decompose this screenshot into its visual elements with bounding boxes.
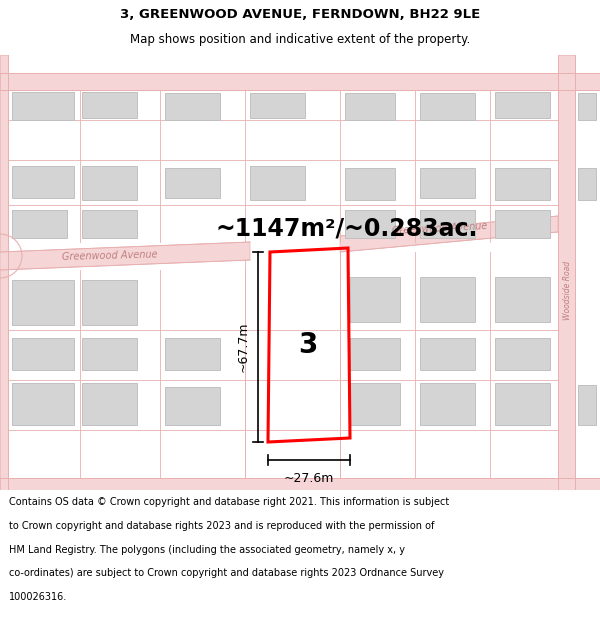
Bar [350, 338, 400, 370]
Bar [578, 168, 596, 200]
Bar [12, 338, 74, 370]
Bar [165, 168, 220, 198]
Text: Greenwood Avenue: Greenwood Avenue [62, 250, 158, 262]
Text: Woodside Road: Woodside Road [563, 261, 572, 319]
Bar [82, 338, 137, 370]
Bar [12, 166, 74, 198]
Text: Map shows position and indicative extent of the property.: Map shows position and indicative extent… [130, 32, 470, 46]
Bar [12, 383, 74, 425]
Bar [495, 338, 550, 370]
Bar [420, 210, 475, 238]
Bar [420, 93, 475, 120]
Bar [165, 387, 220, 425]
Bar [420, 168, 475, 198]
Text: HM Land Registry. The polygons (including the associated geometry, namely x, y: HM Land Registry. The polygons (includin… [9, 544, 405, 554]
Bar [250, 166, 305, 200]
Bar [578, 385, 596, 425]
Text: Greenwood Avenue: Greenwood Avenue [392, 221, 488, 236]
Text: 3: 3 [298, 331, 317, 359]
Bar [578, 93, 596, 120]
Bar [345, 168, 395, 200]
Bar [345, 210, 395, 238]
Polygon shape [340, 216, 558, 252]
Bar [82, 280, 137, 325]
Text: ~27.6m: ~27.6m [284, 472, 334, 485]
Polygon shape [0, 55, 8, 490]
Text: co-ordinates) are subject to Crown copyright and database rights 2023 Ordnance S: co-ordinates) are subject to Crown copyr… [9, 569, 444, 579]
Bar [495, 383, 550, 425]
Text: 3, GREENWOOD AVENUE, FERNDOWN, BH22 9LE: 3, GREENWOOD AVENUE, FERNDOWN, BH22 9LE [120, 9, 480, 21]
Bar [420, 383, 475, 425]
Text: to Crown copyright and database rights 2023 and is reproduced with the permissio: to Crown copyright and database rights 2… [9, 521, 434, 531]
Text: 100026316.: 100026316. [9, 592, 67, 602]
Bar [12, 280, 74, 325]
Polygon shape [0, 478, 600, 490]
Text: ~1147m²/~0.283ac.: ~1147m²/~0.283ac. [215, 216, 478, 240]
Bar [345, 93, 395, 120]
Bar [350, 277, 400, 322]
Bar [82, 210, 137, 238]
Bar [12, 210, 67, 238]
Text: Contains OS data © Crown copyright and database right 2021. This information is : Contains OS data © Crown copyright and d… [9, 497, 449, 507]
Bar [350, 383, 400, 425]
Bar [250, 93, 305, 118]
Bar [82, 92, 137, 118]
Bar [495, 168, 550, 200]
Bar [420, 338, 475, 370]
Bar [420, 277, 475, 322]
Bar [82, 383, 137, 425]
Bar [495, 277, 550, 322]
Bar [82, 166, 137, 200]
Text: ~67.7m: ~67.7m [237, 322, 250, 372]
Bar [495, 210, 550, 238]
Bar [165, 93, 220, 120]
Bar [12, 92, 74, 120]
Polygon shape [558, 55, 575, 490]
Polygon shape [0, 73, 600, 90]
Bar [495, 92, 550, 118]
Bar [165, 338, 220, 370]
Polygon shape [0, 242, 250, 270]
